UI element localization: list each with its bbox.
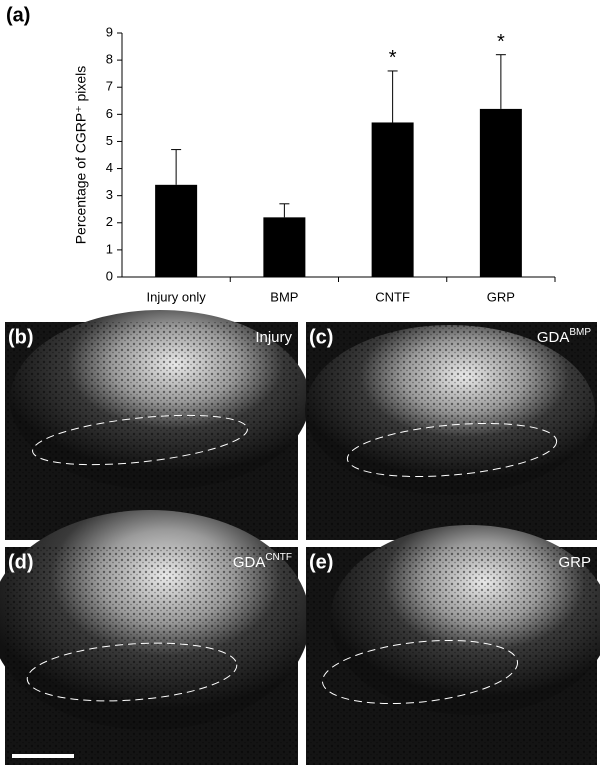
panel-label: (c) [309, 326, 333, 348]
x-tick-label: Injury only [147, 289, 207, 304]
panel-title: GDACNTF [233, 552, 292, 571]
bar [479, 108, 522, 278]
y-tick-label: 6 [106, 106, 113, 121]
panel-title-text: Injury [255, 329, 292, 346]
panel-label: (b) [8, 326, 34, 348]
y-axis-label: Percentage of CGRP⁺ pixels [73, 66, 89, 245]
bar [371, 122, 414, 277]
panel-label: (d) [8, 551, 34, 573]
y-tick-label: 1 [106, 241, 113, 256]
y-tick-label: 8 [106, 52, 113, 67]
y-tick-label: 4 [106, 160, 113, 175]
panel-c [305, 322, 597, 540]
bar-chart: 0 1 2 3 4 5 6 7 8 9 Injury only BMP CNTF GRP * * [106, 24, 556, 304]
panel-title: GRP [558, 554, 591, 571]
x-tick-label: CNTF [375, 289, 410, 304]
panel-title-text: GDA [537, 329, 570, 346]
y-tick-label: 9 [106, 24, 113, 39]
panel-title-text: GDA [233, 554, 266, 571]
y-tick-label: 0 [106, 268, 113, 283]
panel-title: Injury [255, 329, 292, 346]
panel-title: GDABMP [537, 327, 592, 346]
y-tick-label: 3 [106, 187, 113, 202]
panel-title-text: GRP [558, 554, 591, 571]
panel-label: (a) [6, 4, 30, 26]
panel-title-superscript: BMP [569, 327, 591, 338]
panel-e [306, 525, 600, 765]
y-tick-label: 2 [106, 214, 113, 229]
y-tick-label: 5 [106, 133, 113, 148]
bar [155, 184, 198, 277]
x-tick-label: BMP [270, 289, 298, 304]
x-tick-label: GRP [487, 289, 515, 304]
y-tick-label: 7 [106, 79, 113, 94]
significance-marker: * [389, 47, 397, 69]
significance-marker: * [497, 31, 505, 53]
panel-title-superscript: CNTF [265, 552, 292, 563]
panel-label: (e) [309, 551, 333, 573]
panel-labels: (b) Injury (c) GDABMP(d) GDACNTF (e) GRP [8, 326, 591, 573]
bar [263, 217, 306, 277]
panel-b [5, 310, 310, 540]
panel-d [0, 510, 310, 765]
